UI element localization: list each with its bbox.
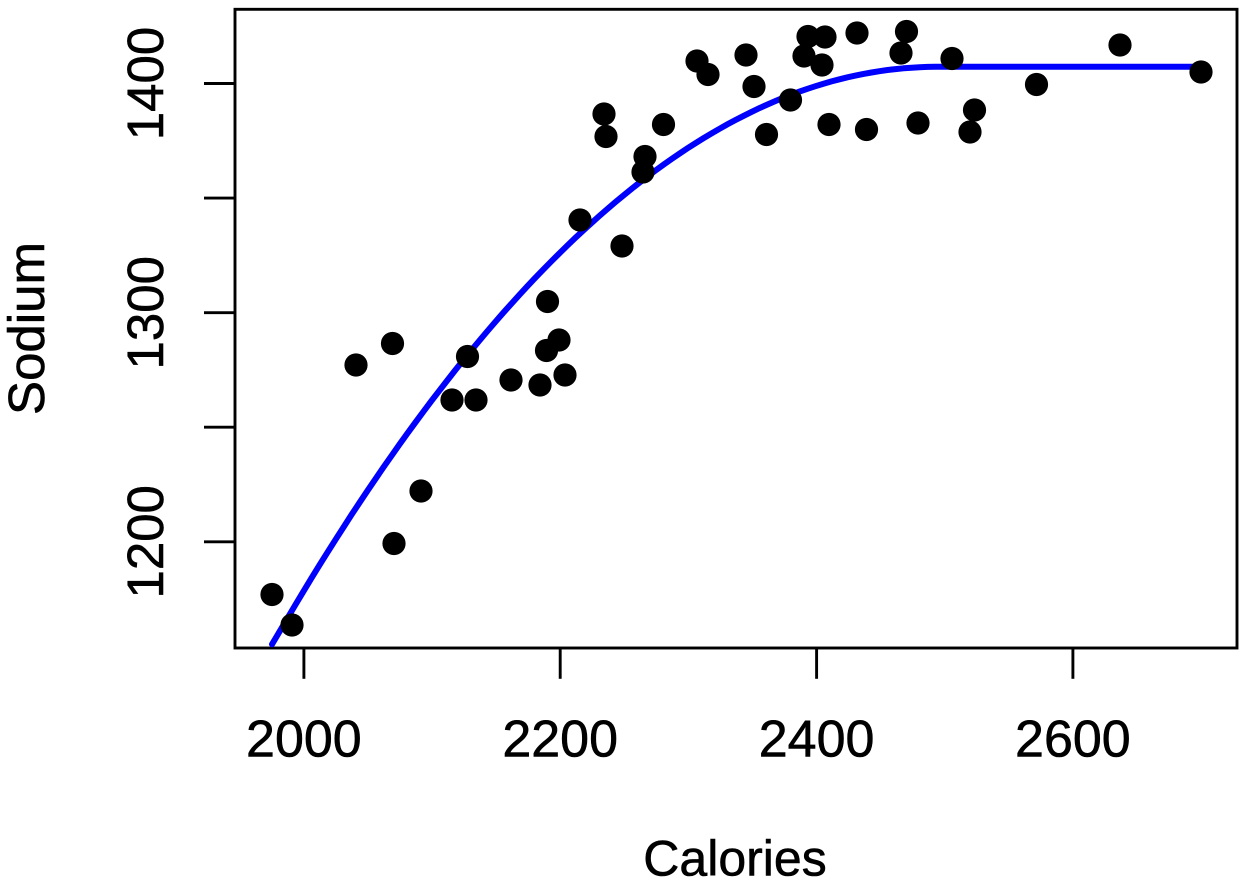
svg-text:Sodium: Sodium [0, 242, 55, 415]
svg-text:2200: 2200 [502, 711, 618, 769]
svg-text:Calories: Calories [643, 830, 826, 884]
svg-text:2600: 2600 [1015, 711, 1131, 769]
svg-text:2000: 2000 [246, 711, 362, 769]
svg-text:2400: 2400 [759, 711, 875, 769]
svg-text:1300: 1300 [117, 256, 174, 369]
svg-text:1200: 1200 [117, 485, 174, 598]
svg-text:1400: 1400 [117, 27, 174, 140]
